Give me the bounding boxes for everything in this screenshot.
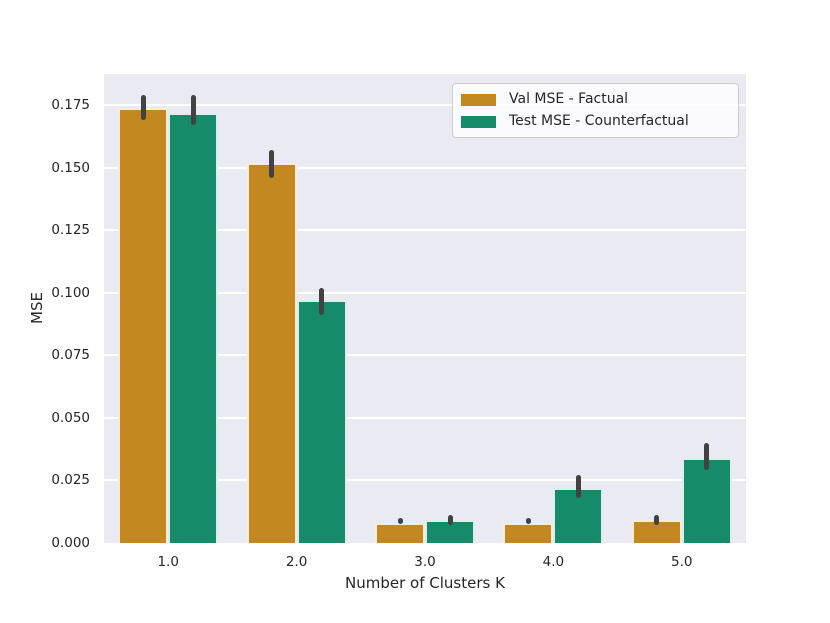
y-tick-label: 0.050 [51, 409, 90, 426]
y-tick-label: 0.175 [51, 97, 90, 114]
legend-swatch-icon [461, 93, 496, 106]
gridline-0.050 [104, 416, 746, 419]
error-bar [447, 515, 453, 526]
bar-test-k5.0 [681, 457, 732, 543]
y-tick-label: 0.125 [51, 222, 90, 239]
error-bar [269, 150, 275, 178]
y-tick-label: 0.100 [51, 284, 90, 301]
y-tick-label: 0.000 [51, 535, 90, 551]
gridline-0.025 [104, 479, 746, 482]
x-tick-label: 5.0 [671, 554, 693, 570]
y-axis-label: MSE [28, 292, 46, 324]
error-bar [140, 95, 146, 121]
error-bar [190, 95, 196, 126]
plot-area [104, 74, 746, 543]
y-tick-label: 0.025 [51, 472, 90, 489]
error-bar [575, 475, 581, 498]
bar-val-k1.0 [118, 107, 169, 543]
error-bar [319, 287, 325, 316]
x-axis-label: Number of Clusters K [345, 574, 505, 592]
x-tick-label: 4.0 [542, 554, 565, 570]
bar-val-k3.0 [375, 522, 425, 543]
error-bar [654, 515, 660, 526]
gridline-0.100 [104, 291, 746, 294]
legend-swatch-icon [461, 115, 496, 128]
error-bar [525, 517, 531, 525]
x-tick-label: 1.0 [157, 554, 179, 570]
x-tick-label: 2.0 [285, 554, 308, 570]
bar-val-k4.0 [503, 522, 554, 543]
legend-label: Test MSE - Counterfactual [509, 113, 689, 129]
x-tick-label: 3.0 [414, 554, 436, 570]
gridline-0.175 [104, 104, 746, 107]
gridline-0.075 [104, 354, 746, 357]
legend-entry: Val MSE - Factual [461, 91, 728, 108]
error-bar [397, 517, 403, 525]
gridline-0.125 [104, 229, 746, 232]
bar-test-k2.0 [296, 300, 347, 543]
y-tick-label: 0.075 [51, 347, 90, 364]
y-tick-label: 0.150 [51, 159, 90, 176]
gridline-0.150 [104, 166, 746, 169]
bar-test-k1.0 [168, 112, 219, 543]
error-bar [704, 442, 710, 471]
bar-val-k2.0 [246, 162, 297, 543]
legend: Val MSE - Factual Test MSE - Counterfactu… [452, 83, 739, 138]
legend-entry: Test MSE - Counterfactual [461, 113, 728, 130]
legend-label: Val MSE - Factual [509, 91, 629, 107]
